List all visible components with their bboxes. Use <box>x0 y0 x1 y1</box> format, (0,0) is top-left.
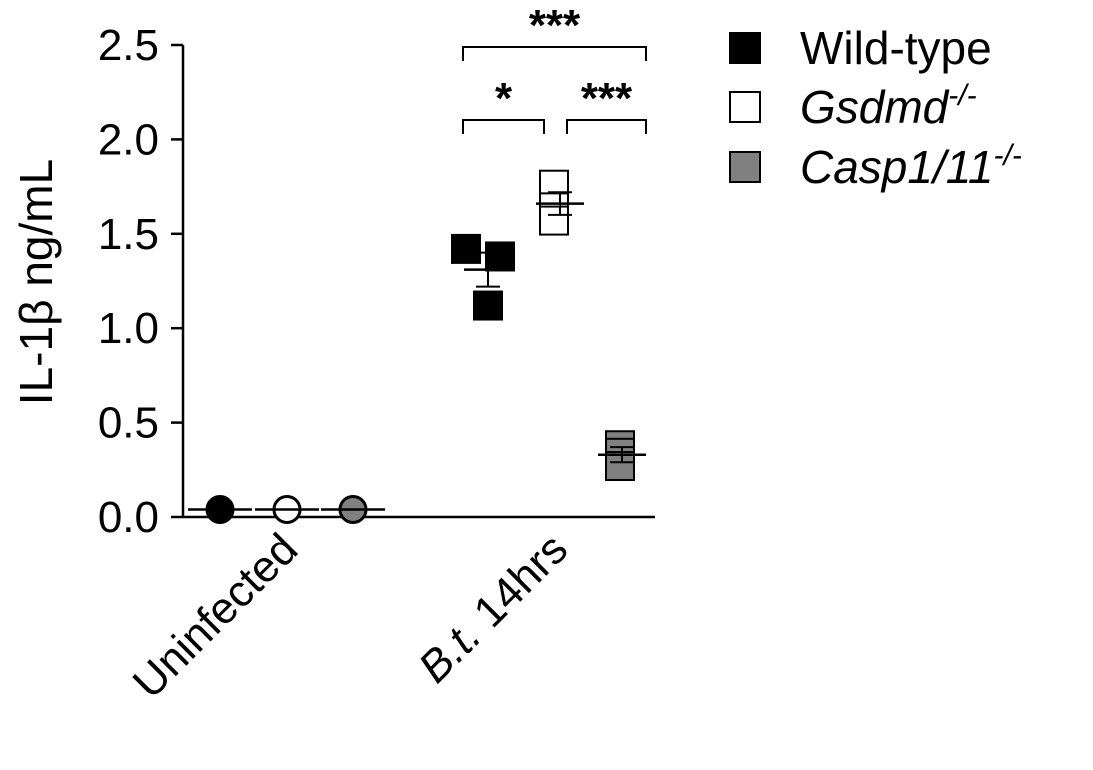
data-points <box>205 169 635 524</box>
y-axis-label-group: IL-1β ng/mL <box>10 159 62 405</box>
y-axis-label-greek: β <box>10 299 62 325</box>
legend-swatch <box>729 91 761 123</box>
legend-swatch <box>729 32 761 64</box>
legend-label-text: Wild-type <box>800 22 992 74</box>
legend-label: Wild-type <box>800 22 992 74</box>
data-point-square <box>539 205 569 236</box>
legend-label-superscript: -/- <box>948 79 976 112</box>
significance-bracket <box>462 46 647 61</box>
legend-label-italic: Gsdmd <box>800 81 950 133</box>
x-category-label-text: Uninfected <box>124 524 307 707</box>
axes <box>181 45 655 519</box>
data-point-square <box>605 451 635 482</box>
legend-swatch <box>729 151 761 183</box>
y-tick-label: 2.5 <box>98 21 159 70</box>
y-tick-label: 0.5 <box>98 399 159 448</box>
x-category-label: B.t. 14hrs <box>409 524 577 692</box>
y-ticks: 0.0 0.5 1.0 1.5 2.0 2.5 <box>98 21 183 542</box>
y-tick-label: 0.0 <box>98 493 159 542</box>
legend-label: Gsdmd-/- <box>800 79 977 133</box>
legend-label-superscript: -/- <box>994 139 1022 172</box>
legend-label: Casp1/11-/- <box>800 139 1022 193</box>
category-labels: Uninfected B.t. 14hrs <box>124 524 577 707</box>
y-axis-label: IL-1β ng/mL <box>10 159 62 405</box>
data-point-square <box>485 241 515 272</box>
y-axis-label-suffix: ng/mL <box>10 159 62 300</box>
y-tick-label: 2.0 <box>98 115 159 164</box>
legend-label-italic: Casp1/11 <box>800 141 994 193</box>
significance-label: * <box>495 74 513 123</box>
y-axis-label-prefix: IL-1 <box>10 326 62 405</box>
significance-bracket <box>566 119 647 134</box>
data-point-square <box>473 290 503 321</box>
y-tick-label: 1.0 <box>98 304 159 353</box>
error-bars <box>188 191 646 511</box>
x-category-label: Uninfected <box>124 524 307 707</box>
x-category-label-text: 14hrs <box>456 524 577 645</box>
significance-brackets: **** *** <box>462 1 647 134</box>
y-tick-label: 1.5 <box>98 210 159 259</box>
significance-bracket <box>462 119 545 134</box>
significance-label: *** <box>529 1 581 50</box>
data-point-square <box>451 233 481 264</box>
significance-label: *** <box>581 74 633 123</box>
